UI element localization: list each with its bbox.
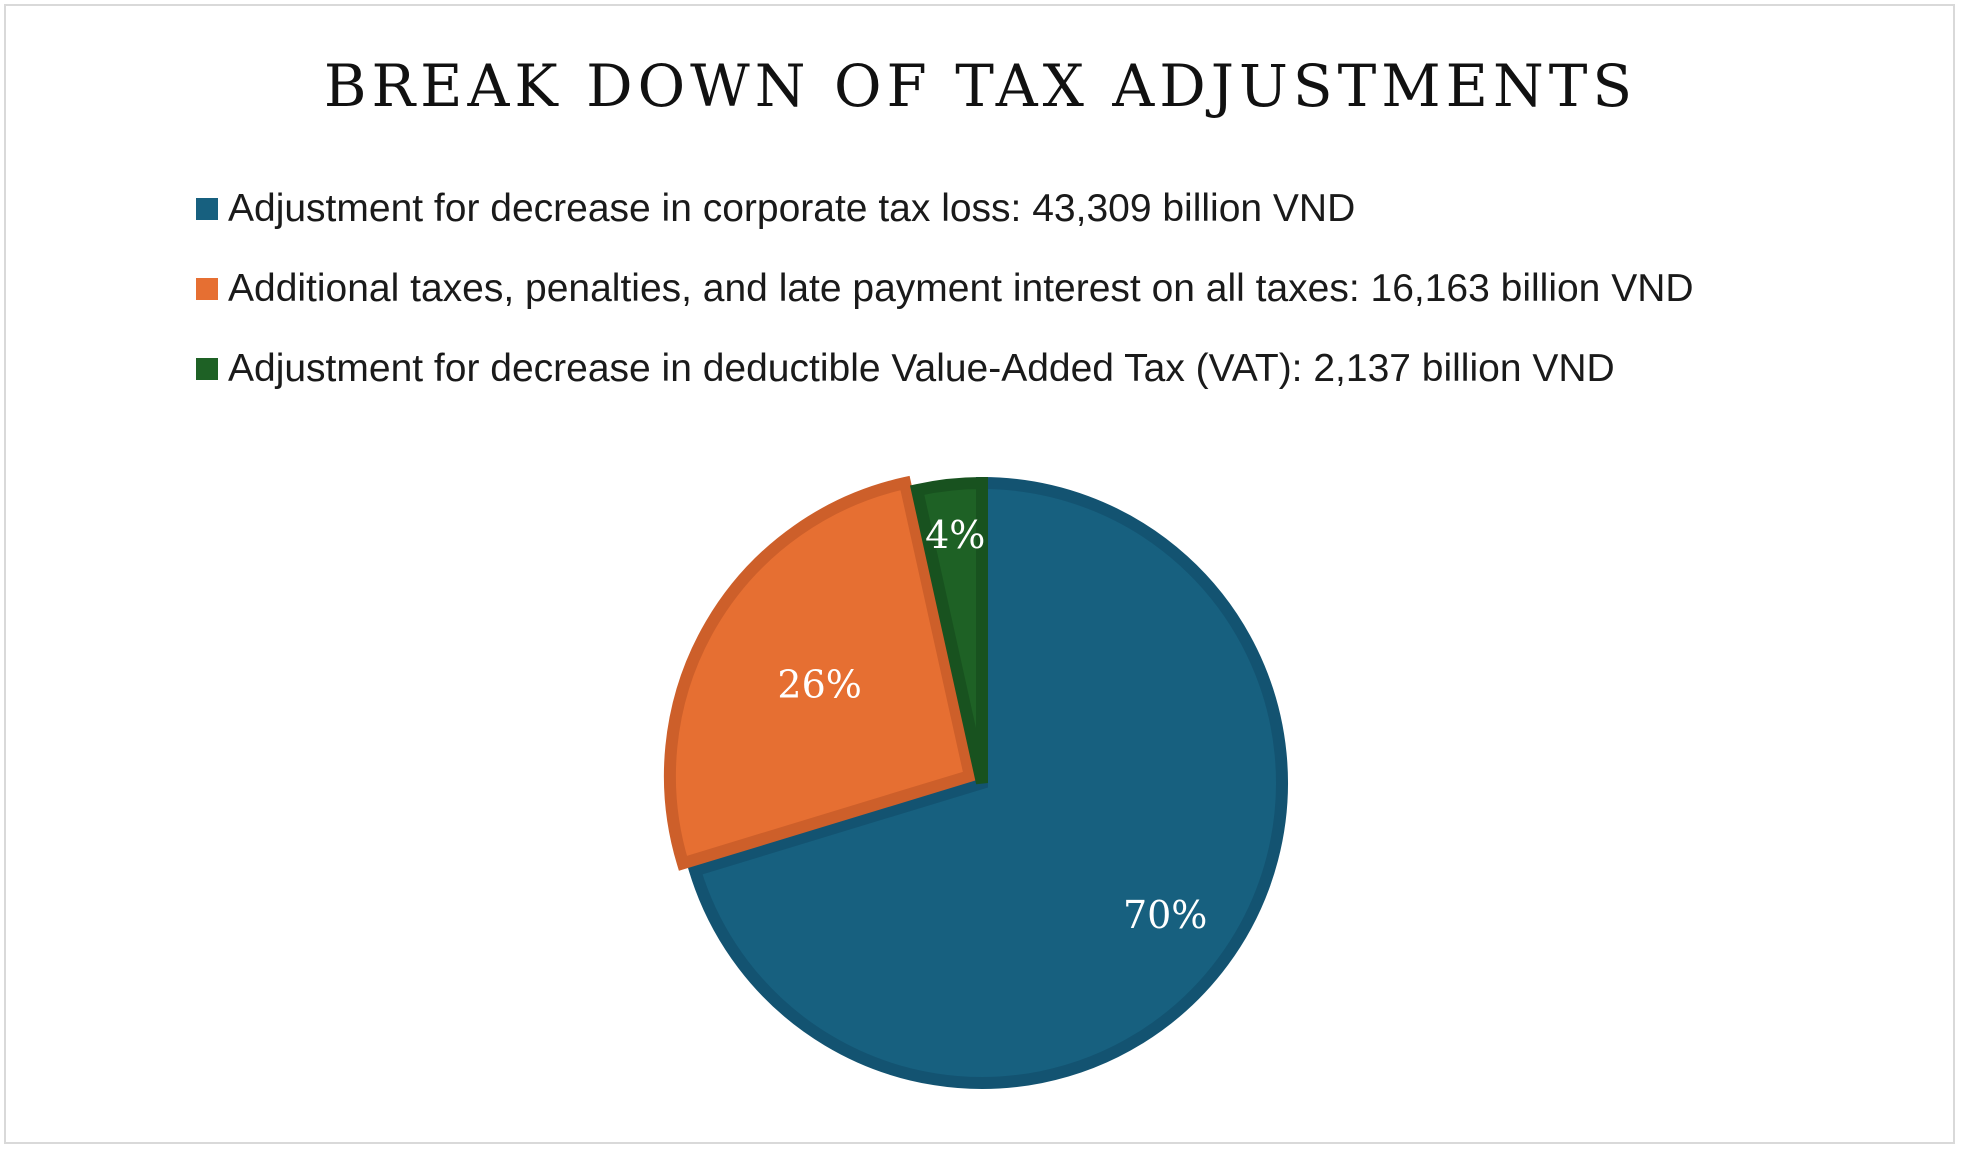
slice-label-additional-taxes: 26%	[777, 663, 861, 707]
slice-vat-adjustment	[909, 476, 988, 785]
legend-item-vat-adjustment: Adjustment for decrease in deductible Va…	[196, 346, 1694, 392]
legend-label-additional-taxes: Additional taxes, penalties, and late pa…	[228, 267, 1694, 310]
legend-label-vat-adjustment: Adjustment for decrease in deductible Va…	[228, 347, 1615, 390]
slice-corporate-tax-loss	[687, 476, 1288, 1089]
slice-label-vat-adjustment: 4%	[925, 513, 985, 557]
pie-slices	[663, 475, 1288, 1089]
chart-title: BREAK DOWN OF TAX ADJUSTMENTS	[323, 52, 1638, 120]
slice-label-corporate-tax-loss: 70%	[1123, 893, 1207, 937]
legend-label-corporate-tax-loss: Adjustment for decrease in corporate tax…	[228, 187, 1356, 230]
legend-swatch-corporate-tax-loss	[196, 198, 218, 220]
legend-item-additional-taxes: Additional taxes, penalties, and late pa…	[196, 266, 1694, 312]
legend-item-corporate-tax-loss: Adjustment for decrease in corporate tax…	[196, 186, 1694, 232]
slice-additional-taxes	[663, 475, 977, 871]
legend-swatch-vat-adjustment	[196, 358, 218, 380]
legend-swatch-additional-taxes	[196, 278, 218, 300]
chart-legend: Adjustment for decrease in corporate tax…	[196, 186, 1694, 426]
pie-labels: 70% 26% 4%	[777, 513, 1207, 937]
